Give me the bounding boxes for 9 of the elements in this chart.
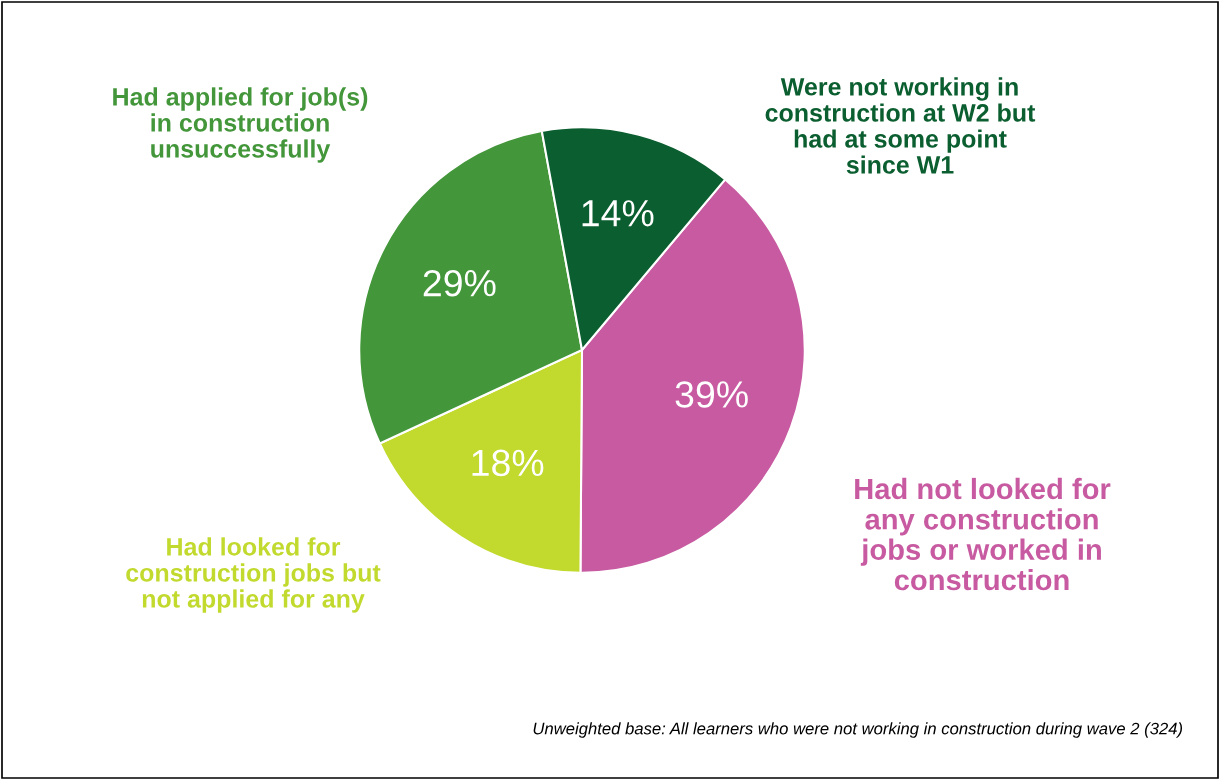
slice-label: Were not working in construction at W2 but had at some point since W1 xyxy=(765,77,1036,174)
data-label: 29% xyxy=(423,269,496,297)
text: Unweighted base: All learners who were not working in construction during wave 2 (324) xyxy=(533,722,1183,738)
slice-label: Had not looked for any construction jobs or worked in construction xyxy=(855,477,1111,591)
data-label: 14% xyxy=(582,200,654,227)
slice-label: Had applied for job(s) in construction unsuccessfully xyxy=(113,87,368,163)
data-label: 39% xyxy=(675,381,748,408)
slice-label: Had looked for construction jobs but not applied for any xyxy=(126,537,381,613)
data-label: 18% xyxy=(472,449,544,477)
